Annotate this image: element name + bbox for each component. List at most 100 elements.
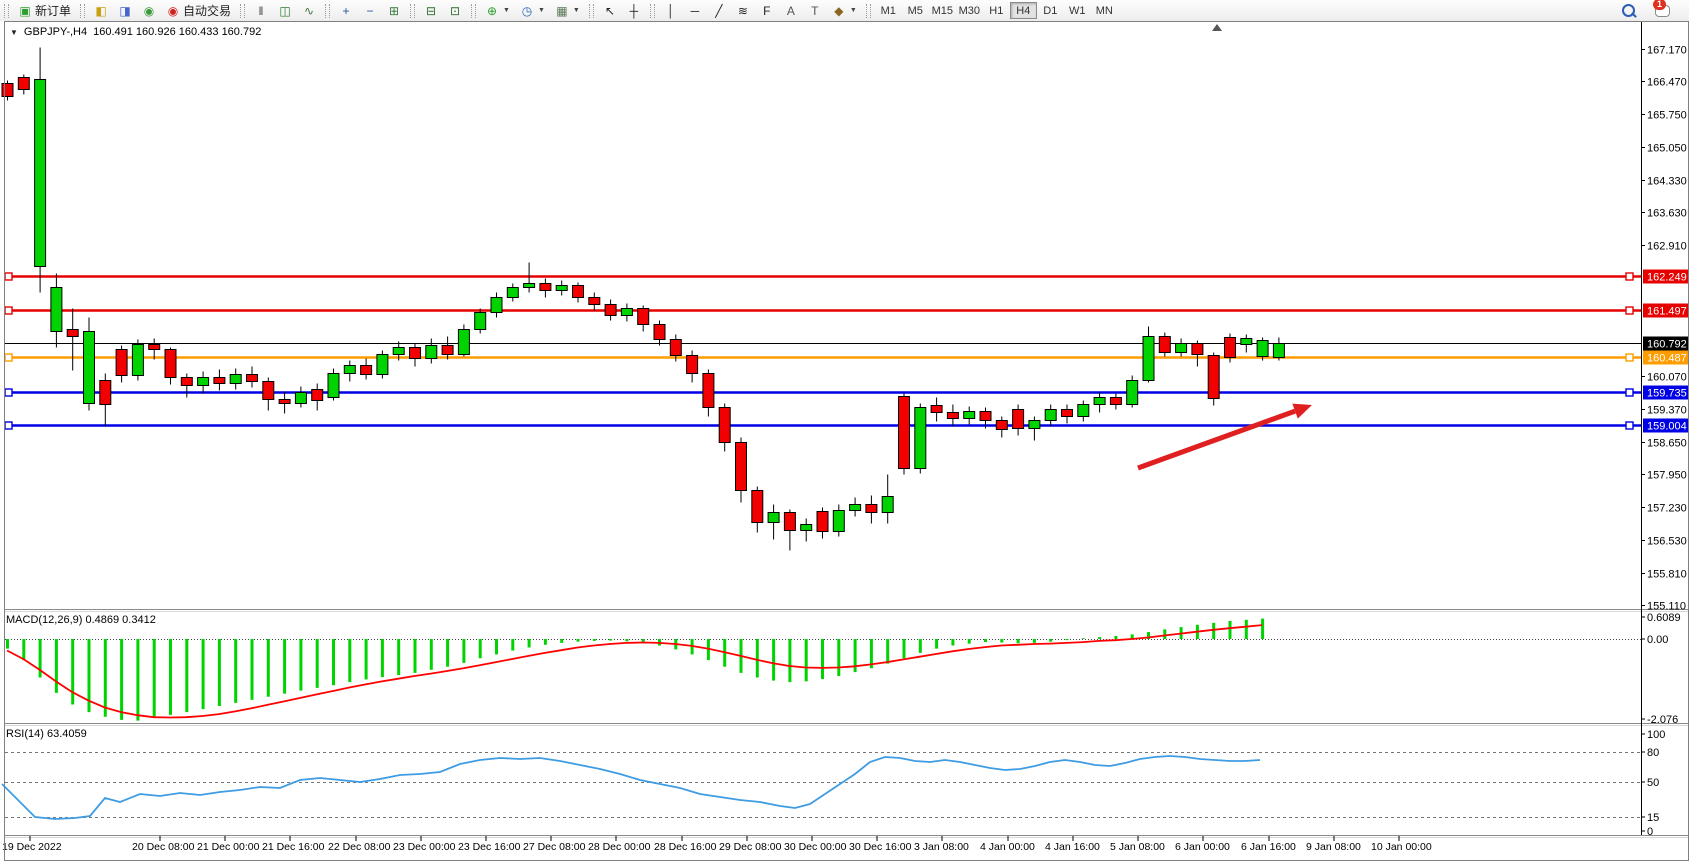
candle-bear [637,308,650,325]
label-button[interactable]: T [803,1,827,20]
chart-symbol-period: GBPJPY-,H4 [23,26,88,38]
time-label: 5 Jan 08:00 [1110,841,1165,853]
timeframe-button-h4[interactable]: H4 [1009,2,1037,19]
candle-bear [946,412,959,419]
candle-bear [148,344,161,350]
rsi-axis-label: 15 [1647,812,1659,824]
price-marker-label: 160.487 [1647,353,1687,365]
channel-icon: ≋ [737,3,748,18]
chart-dropdown-icon[interactable]: ▼ [10,27,18,37]
auto-scroll-button[interactable]: ⊟ [419,1,443,20]
search-button[interactable] [1617,1,1640,20]
macd-axis-label: -2.076 [1647,714,1678,726]
fibonacci-button[interactable]: F [755,1,779,20]
charts-button[interactable]: ◧ [89,1,113,20]
crosshair-button[interactable]: ┼ [622,1,646,20]
hline-handle[interactable] [4,421,13,430]
zoom-out-button[interactable]: − [358,1,382,20]
horizontal-line-button[interactable]: ─ [683,1,707,20]
new-chart-button[interactable]: ⊕ ▼ [480,1,515,20]
templates-button[interactable]: ▦ ▼ [550,1,585,20]
price-marker-box [1643,385,1689,400]
candle-bear [278,399,291,404]
timeframe-button-d1[interactable]: D1 [1037,2,1064,19]
vertical-line-button[interactable]: │ [659,1,683,20]
price-tick-label: 156.530 [1647,536,1687,548]
candle-bear [898,396,910,469]
timeframe-button-h1[interactable]: H1 [983,2,1010,19]
profiles-button[interactable]: ◨ [113,1,137,20]
hline-handle[interactable] [1625,272,1634,281]
candle-bear [115,349,128,376]
hline-handle[interactable] [4,388,13,397]
hline-handle[interactable] [1625,306,1634,315]
timeframe-button-m30[interactable]: M30 [956,2,983,19]
main-toolbar: ▣ 新订单 ◧ ◨ ◉ ◉ 自动交易 ‖ ◫ ∿ + − ⊞ ⊟ ⊡ ⊕ ▼ ◷ ▼ ▦ ▼ ↖ ┼ │ ─ ╱ ≋ F A T ◆ ▼ M1… [0,0,1689,22]
time-label: 23 Dec 16:00 [458,841,521,853]
chart-canvas[interactable]: 167.170 166.470 165.750 165.050 164.330 163.6… [0,21,1689,861]
candle-bear [669,339,682,356]
hline-handle[interactable] [4,306,13,315]
auto-trading-button[interactable]: ◉ 自动交易 [161,1,236,20]
channel-button[interactable]: ≋ [731,1,755,20]
line-chart-button[interactable]: ∿ [297,1,321,20]
macd-signal-line [6,624,1263,719]
time-label: 20 Dec 08:00 [132,841,195,853]
candle-bull [1240,338,1253,345]
search-icon [1622,4,1635,17]
candle-bull [392,347,405,355]
toolbar-separator [649,3,655,18]
timeframe-button-w1[interactable]: W1 [1064,2,1091,19]
price-marker-label: 159.735 [1647,388,1687,400]
timeframe-button-m15[interactable]: M15 [929,2,956,19]
rsi-axis-label: 80 [1647,747,1659,759]
candlestick-button[interactable]: ◫ [273,1,297,20]
line-chart-icon: ∿ [304,3,315,18]
hline-handle[interactable] [4,353,13,362]
text-button[interactable]: A [779,1,803,20]
chart-shift-button[interactable]: ⊡ [443,1,467,20]
trendline-icon: ╱ [715,3,723,18]
candle-bull [83,331,95,404]
candle-bear [1012,409,1025,429]
timeframe-button-mn[interactable]: MN [1091,2,1118,19]
arrows-button[interactable]: ◆ ▼ [827,1,862,20]
hline-handle[interactable] [1625,353,1634,362]
time-label: 27 Dec 08:00 [523,841,586,853]
time-label: 30 Dec 16:00 [849,841,912,853]
candle-bull [131,344,144,376]
zoom-in-icon: + [342,3,350,18]
cursor-button[interactable]: ↖ [598,1,622,20]
price-tick-label: 165.750 [1647,110,1687,122]
price-tick-label: 158.650 [1647,438,1687,450]
toolbar-separator [4,3,9,18]
zoom-in-button[interactable]: + [334,1,358,20]
candle-bull [197,377,210,386]
navigator-button[interactable]: ◉ [137,1,161,20]
annotation-arrow[interactable] [1137,408,1296,471]
hline-handle[interactable] [1625,421,1634,430]
hline-handle[interactable] [4,272,13,281]
trendline-button[interactable]: ╱ [707,1,731,20]
candle-bear [930,405,943,413]
candle-bear [311,389,324,401]
candle-bear [686,355,699,374]
macd-axis-label: 0.6089 [1647,612,1681,624]
tile-windows-button[interactable]: ⊞ [382,1,406,20]
timeframe-button-m1[interactable]: M1 [875,2,902,19]
hline-handle[interactable] [1625,388,1634,397]
annotation-arrow-head[interactable] [1292,403,1312,419]
candle-bear [99,380,112,405]
chat-button[interactable]: 1 [1650,0,1675,20]
new-order-button[interactable]: ▣ 新订单 [13,1,76,20]
price-tick-label: 157.950 [1647,470,1687,482]
bar-chart-button[interactable]: ‖ [249,1,273,20]
price-marker-label: 161.497 [1647,306,1687,318]
timeframe-button-m5[interactable]: M5 [902,2,929,19]
auto-scroll-icon: ⊟ [426,3,437,18]
price-marker-box [1643,303,1689,318]
candle-bull [1126,380,1139,405]
chevron-down-icon: ▼ [572,7,580,14]
periods-button[interactable]: ◷ ▼ [515,1,550,20]
chart-shift-marker[interactable] [1212,24,1222,31]
